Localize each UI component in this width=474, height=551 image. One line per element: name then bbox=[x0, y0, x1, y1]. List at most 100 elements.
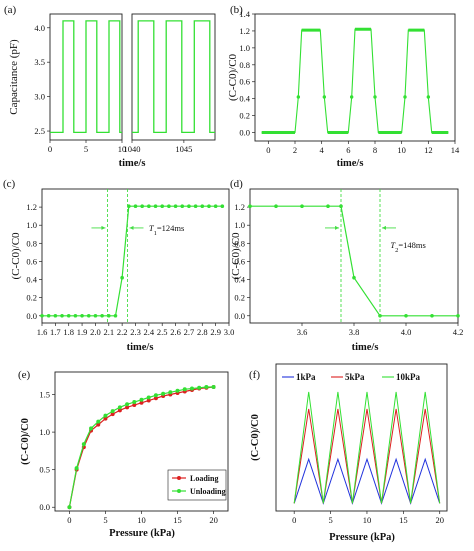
panel-c: (c)1.6 1.7 1.8 1.9 2.0 2.1 2.2 2.3 2.4 2.5 2.6 2.7 2… bbox=[3, 178, 234, 353]
y-tick-label: 0.2 bbox=[26, 293, 37, 303]
y-tick-label: 0.6 bbox=[26, 256, 37, 266]
data-point bbox=[133, 204, 138, 209]
x-tick-label: 2.0 bbox=[90, 327, 101, 337]
data-point bbox=[160, 204, 165, 209]
x-tick-label: 2.9 bbox=[210, 327, 221, 337]
data-point bbox=[125, 405, 130, 410]
x-tick-label: 2.2 bbox=[117, 327, 128, 337]
data-point bbox=[322, 95, 327, 99]
y-tick-label: 0.4 bbox=[234, 275, 245, 285]
y-tick-label: 0.0 bbox=[26, 311, 37, 321]
data-point bbox=[204, 385, 209, 390]
y-tick-label: 1.4 bbox=[239, 9, 250, 19]
x-tick-label: 0 bbox=[292, 515, 296, 525]
duration-annotation: T2=148ms bbox=[390, 240, 425, 254]
y-tick-label: 3.0 bbox=[34, 92, 45, 102]
legend-box bbox=[167, 469, 227, 501]
y-tick-label: 1.5 bbox=[39, 390, 50, 400]
plot-frame bbox=[131, 13, 216, 141]
y-tick-label: 1.0 bbox=[39, 427, 50, 437]
x-tick-label: 4 bbox=[320, 145, 325, 155]
data-point bbox=[40, 313, 44, 318]
x-tick-label: 8 bbox=[373, 145, 377, 155]
y-tick-label: 0.8 bbox=[239, 60, 250, 70]
y-tick-label: 0.4 bbox=[239, 94, 250, 104]
data-point bbox=[46, 313, 51, 318]
plot-frame bbox=[254, 13, 456, 142]
panel-d: (d) 3.6 3.8 4.0 4.2 0.0 0.2 0.4 0.6 0.8 1.0 1.2 (C-C… bbox=[230, 178, 463, 353]
data-point bbox=[200, 204, 205, 209]
data-point bbox=[132, 403, 137, 408]
response-series bbox=[250, 205, 458, 317]
x-tick-label: 14 bbox=[451, 145, 460, 155]
x-tick-label: 4.0 bbox=[401, 327, 412, 337]
plot-frame bbox=[249, 188, 459, 324]
x-tick-label: 10 bbox=[118, 144, 127, 154]
data-point bbox=[326, 204, 330, 209]
data-point bbox=[248, 204, 252, 209]
x-tick-label: 2 bbox=[293, 145, 297, 155]
data-point bbox=[117, 405, 122, 410]
data-point bbox=[274, 204, 278, 209]
legend-label: Loading bbox=[190, 474, 218, 483]
data-point bbox=[213, 204, 218, 209]
data-point bbox=[207, 204, 211, 209]
panel-label: (f) bbox=[249, 369, 260, 381]
response-series bbox=[261, 28, 449, 134]
y-tick-label: 0.0 bbox=[39, 502, 50, 512]
data-point bbox=[110, 409, 115, 414]
data-point bbox=[153, 204, 158, 209]
x-tick-label: 0 bbox=[266, 145, 270, 155]
legend-label: 1kPa bbox=[296, 372, 316, 382]
series-1kpa bbox=[293, 457, 441, 505]
data-point bbox=[139, 400, 144, 405]
x-tick-label: 20 bbox=[435, 515, 444, 525]
data-point bbox=[86, 313, 91, 318]
x-tick-label: 1040 bbox=[124, 144, 141, 154]
x-tick-label: 2.1 bbox=[103, 327, 114, 337]
data-point bbox=[211, 385, 216, 390]
x-tick-label: 1.8 bbox=[63, 327, 74, 337]
y-tick-label: 1.2 bbox=[234, 202, 245, 212]
data-point bbox=[197, 385, 202, 390]
y-tick-label: 0.0 bbox=[239, 128, 250, 138]
data-point bbox=[67, 505, 72, 510]
response-series bbox=[42, 205, 223, 317]
data-point bbox=[93, 313, 98, 318]
data-point bbox=[125, 402, 130, 407]
y-axis-label: (C-C0)/C0 bbox=[250, 414, 261, 461]
data-point bbox=[73, 313, 78, 318]
panel-f: (f) 0 5 10 15 20 (C-C0)/C0 1kPa 5kPa 10kPa Pressur… bbox=[249, 363, 448, 543]
series-5kpa bbox=[293, 408, 441, 504]
panel-label: (d) bbox=[230, 178, 243, 190]
x-tick-label: 15 bbox=[173, 515, 182, 525]
x-axis-label: time/s bbox=[352, 342, 379, 353]
x-tick-label: 5 bbox=[328, 515, 332, 525]
panel-label: (c) bbox=[3, 178, 16, 190]
x-axis-label: Pressure (kPa) bbox=[109, 528, 175, 539]
x-tick-label: 6 bbox=[346, 145, 350, 155]
data-point bbox=[146, 398, 151, 403]
data-point bbox=[140, 204, 144, 209]
x-tick-label: 4.2 bbox=[453, 327, 464, 337]
y-tick-label: 4.0 bbox=[34, 23, 45, 33]
data-point bbox=[120, 275, 124, 280]
arrow-right-head bbox=[382, 225, 386, 230]
plot-frame bbox=[275, 363, 448, 512]
x-tick-label: 5 bbox=[84, 144, 88, 154]
data-point bbox=[175, 388, 180, 393]
x-tick-label: 5 bbox=[103, 515, 107, 525]
y-tick-label: 1.2 bbox=[26, 202, 37, 212]
capacitance-series bbox=[50, 20, 122, 134]
x-tick-label: 20 bbox=[209, 515, 218, 525]
data-point bbox=[187, 204, 191, 209]
data-point bbox=[189, 386, 194, 391]
data-point bbox=[110, 412, 115, 417]
data-point bbox=[349, 95, 354, 99]
y-tick-label: 1.0 bbox=[234, 220, 245, 230]
y-tick-label: 0.2 bbox=[234, 293, 245, 303]
data-point bbox=[352, 275, 356, 280]
y-tick-label: 0.6 bbox=[234, 256, 245, 266]
